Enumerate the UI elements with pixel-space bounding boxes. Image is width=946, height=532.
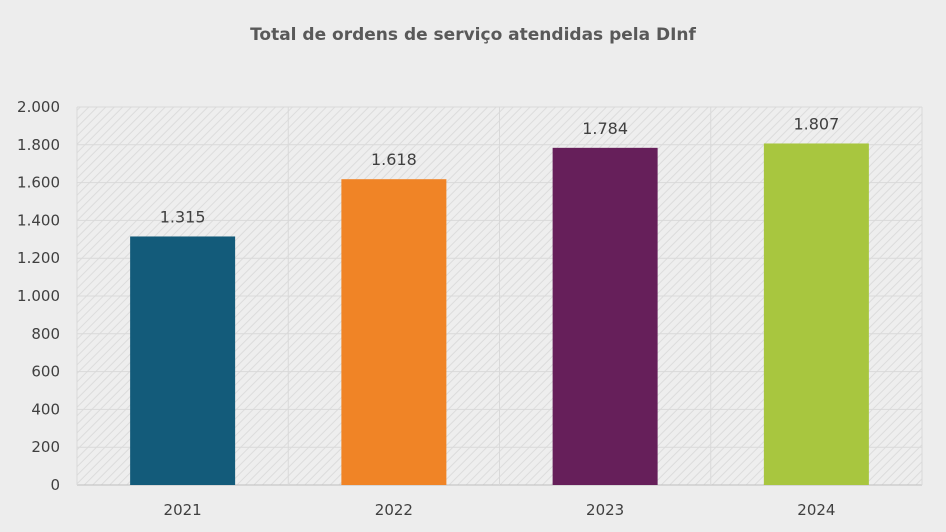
x-tick-label: 2024 — [797, 501, 835, 519]
data-label: 1.618 — [371, 150, 417, 169]
y-tick-label: 200 — [31, 438, 60, 456]
data-label: 1.807 — [793, 114, 839, 133]
bar-2024 — [763, 143, 869, 486]
bar-2023 — [552, 147, 658, 485]
x-tick-label: 2022 — [375, 501, 413, 519]
y-tick-label: 0 — [50, 476, 60, 494]
y-axis: 0 200 400 600 800 1.000 1.200 1.400 1.600 1.800 2.… — [17, 98, 60, 494]
y-tick-label: 400 — [31, 400, 60, 418]
bar-2021 — [130, 236, 236, 485]
y-tick-label: 2.000 — [17, 98, 60, 116]
data-label: 1.784 — [582, 119, 628, 138]
y-tick-label: 600 — [31, 363, 60, 381]
x-tick-label: 2021 — [164, 501, 202, 519]
y-tick-label: 1.200 — [17, 249, 60, 267]
data-labels: 1.315 1.618 1.784 1.807 — [160, 114, 840, 226]
chart-title: Total de ordens de serviço atendidas pel… — [250, 25, 696, 45]
y-tick-label: 800 — [31, 325, 60, 343]
x-tick-label: 2023 — [586, 501, 624, 519]
data-label: 1.315 — [160, 207, 206, 226]
bar-2022 — [341, 179, 447, 485]
y-tick-label: 1.000 — [17, 287, 60, 305]
y-tick-label: 1.400 — [17, 211, 60, 229]
y-tick-label: 1.600 — [17, 174, 60, 192]
y-tick-label: 1.800 — [17, 136, 60, 154]
x-axis: 2021 2022 2023 2024 — [164, 501, 836, 519]
bars — [130, 143, 869, 486]
